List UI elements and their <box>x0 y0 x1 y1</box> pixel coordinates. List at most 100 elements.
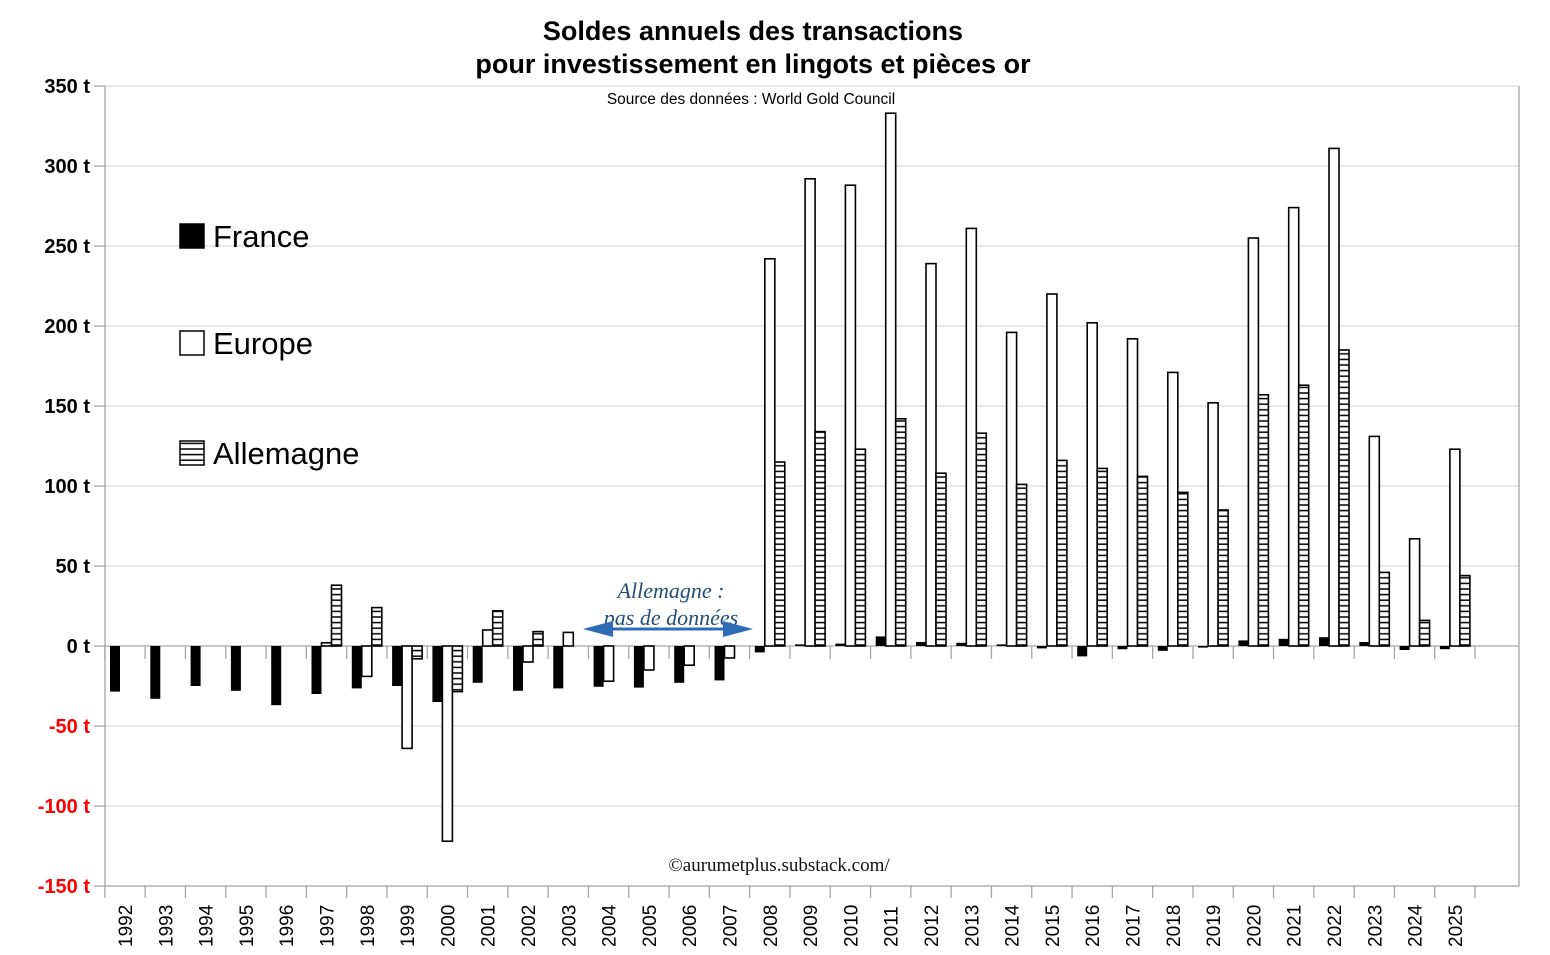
x-tick-label-1997: 1997 <box>318 905 339 947</box>
bar-france-2018 <box>1157 646 1168 651</box>
double-arrow-icon <box>583 621 753 637</box>
bar-europe-2017 <box>1126 337 1139 647</box>
bar-europe-2010 <box>844 184 857 647</box>
bar-allemagne-2021 <box>1297 384 1310 647</box>
y-tick-label-200: 200 t <box>44 316 90 338</box>
bar-europe-2014 <box>1005 331 1018 647</box>
bar-allemagne-2009 <box>814 430 826 647</box>
x-tick-label-2001: 2001 <box>479 905 500 947</box>
bar-allemagne-2013 <box>975 432 988 647</box>
x-tick-label-2013: 2013 <box>962 905 983 947</box>
bar-france-2008 <box>754 646 765 653</box>
bar-europe-2013 <box>965 227 978 647</box>
y-tick-label-150: 150 t <box>44 396 90 418</box>
bar-allemagne-2014 <box>1015 483 1028 647</box>
bar-france-2022 <box>1319 637 1329 646</box>
legend-label-allemagne: Allemagne <box>213 436 359 471</box>
x-tick-label-2023: 2023 <box>1365 905 1386 947</box>
bar-europe-2011 <box>884 112 897 647</box>
bar-europe-2003 <box>562 631 575 647</box>
x-tick-label-2024: 2024 <box>1406 904 1427 947</box>
bar-france-1999 <box>392 646 403 686</box>
bar-europe-1999 <box>401 645 413 750</box>
x-tick-label-2009: 2009 <box>801 905 822 947</box>
bar-france-2014 <box>996 644 1007 646</box>
legend-swatch-france <box>179 223 205 249</box>
bar-france-2025 <box>1439 646 1450 650</box>
chart-title-line-2: pour investissement en lingots et pièces… <box>475 49 1031 79</box>
bar-france-2009 <box>795 644 806 646</box>
bar-europe-2021 <box>1287 206 1300 647</box>
bar-france-2017 <box>1117 646 1128 650</box>
bar-allemagne-2012 <box>935 472 947 647</box>
bar-allemagne-2023 <box>1378 571 1391 647</box>
annotation-no-data: Allemagne : pas de données <box>583 578 753 637</box>
bar-france-2000 <box>432 646 443 702</box>
x-tick-label-2018: 2018 <box>1164 905 1185 947</box>
bar-europe-2023 <box>1368 435 1381 647</box>
x-tick-label-2004: 2004 <box>600 904 621 947</box>
x-tick-label-2010: 2010 <box>841 905 862 947</box>
legend: France Europe Allemagne <box>179 219 359 471</box>
bar-europe-1997 <box>320 641 333 647</box>
x-tick-label-2025: 2025 <box>1446 905 1467 947</box>
bar-france-2010 <box>835 643 846 646</box>
legend-item-france: France <box>179 219 309 254</box>
x-tick-label-2003: 2003 <box>559 905 580 947</box>
y-tick-label-350: 350 t <box>44 76 90 98</box>
bar-allemagne-1997 <box>330 584 343 647</box>
bar-europe-2005 <box>643 645 655 671</box>
x-tick-label-1998: 1998 <box>358 905 379 947</box>
bar-europe-2025 <box>1449 448 1461 647</box>
x-tick-label-1994: 1994 <box>197 904 218 947</box>
bar-allemagne-2010 <box>854 448 867 647</box>
bar-europe-2022 <box>1328 147 1340 647</box>
bar-allemagne-1999 <box>411 645 423 660</box>
x-tick-label-2014: 2014 <box>1003 904 1024 947</box>
bar-allemagne-2015 <box>1056 459 1068 647</box>
x-tick-label-1999: 1999 <box>398 905 419 947</box>
bar-france-2020 <box>1238 640 1249 646</box>
bar-europe-2015 <box>1046 293 1058 647</box>
bar-europe-2024 <box>1408 537 1421 647</box>
bar-europe-2016 <box>1086 321 1098 647</box>
legend-swatch-europe <box>179 330 205 356</box>
bar-europe-2020 <box>1247 237 1260 647</box>
bar-allemagne-2020 <box>1257 393 1270 647</box>
bar-france-1995 <box>230 646 241 691</box>
x-tick-label-2007: 2007 <box>721 905 742 947</box>
annotation-line-2: pas de données <box>602 605 738 630</box>
bar-allemagne-2024 <box>1418 619 1431 647</box>
bar-allemagne-2019 <box>1217 509 1229 647</box>
bar-europe-1998 <box>360 645 373 678</box>
legend-item-europe: Europe <box>179 326 313 361</box>
bar-allemagne-2018 <box>1177 491 1189 647</box>
bar-europe-2007 <box>723 645 736 659</box>
bar-france-1994 <box>190 646 201 686</box>
annotation-line-1: Allemagne : <box>616 578 725 603</box>
x-tick-label-2005: 2005 <box>640 905 661 947</box>
bar-france-2023 <box>1359 642 1370 646</box>
bar-france-2024 <box>1399 646 1410 650</box>
legend-label-france: France <box>213 219 309 254</box>
x-tick-label-2002: 2002 <box>519 905 540 947</box>
bar-france-2005 <box>633 646 644 688</box>
y-tick-label-50: 50 t <box>56 556 91 578</box>
legend-item-allemagne: Allemagne <box>179 436 359 471</box>
bar-europe-2004 <box>602 645 615 683</box>
bar-allemagne-2000 <box>451 645 464 693</box>
chart-title-line-1: Soldes annuels des transactions <box>543 16 963 46</box>
chart-source-subtitle: Source des données : World Gold Council <box>607 91 895 108</box>
x-tick-label-2021: 2021 <box>1285 905 1306 947</box>
bar-europe-2018 <box>1167 371 1179 647</box>
y-tick-label-300: 300 t <box>44 156 90 178</box>
x-tick-label-1992: 1992 <box>116 905 137 947</box>
x-tick-label-2017: 2017 <box>1124 905 1145 947</box>
bar-france-2021 <box>1278 638 1289 646</box>
bar-france-1996 <box>271 646 282 706</box>
bar-france-1993 <box>150 646 161 699</box>
bar-europe-2009 <box>804 178 816 647</box>
x-tick-label-2016: 2016 <box>1083 905 1104 947</box>
